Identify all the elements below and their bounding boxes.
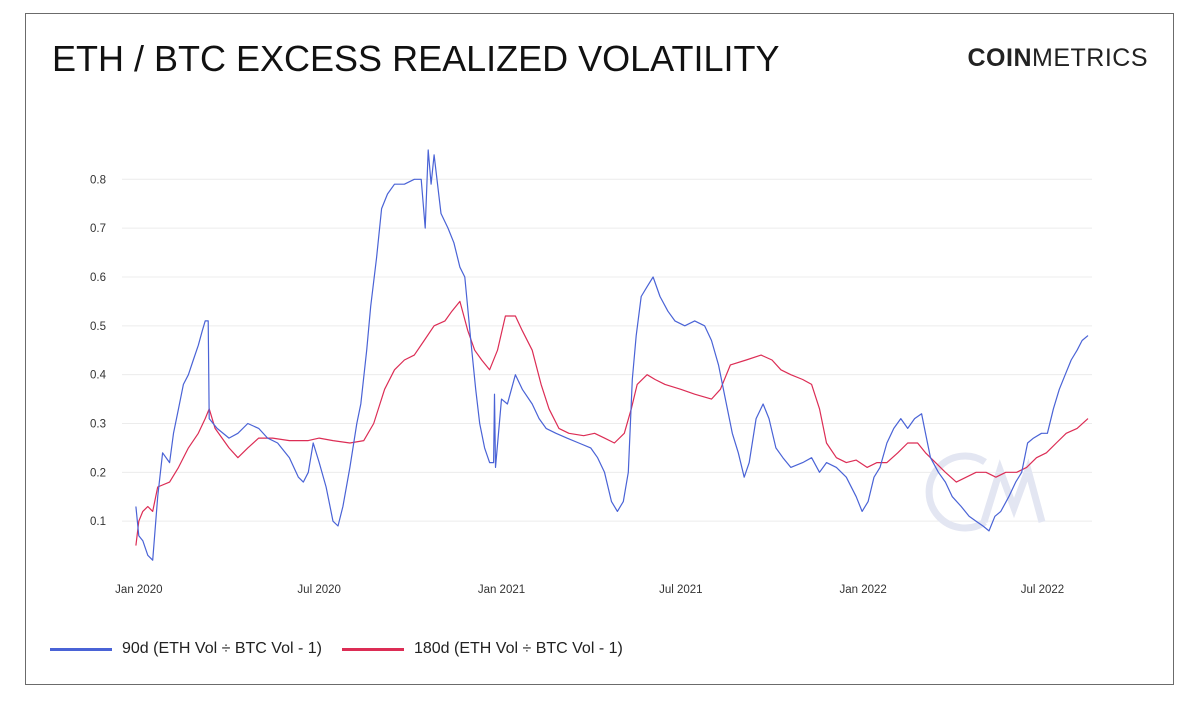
grid-lines — [122, 178, 1092, 522]
chart-title: ETH / BTC EXCESS REALIZED VOLATILITY — [52, 38, 780, 79]
y-tick-label: 0.2 — [90, 467, 106, 479]
series-line-180d[interactable] — [135, 300, 1089, 546]
x-tick-label: Jul 2022 — [1021, 584, 1064, 596]
legend-item-180d[interactable]: 180d (ETH Vol ÷ BTC Vol - 1) — [341, 640, 623, 658]
y-tick-label: 0.1 — [90, 516, 106, 528]
x-tick-label: Jan 2021 — [478, 584, 525, 596]
legend-label-180d: 180d (ETH Vol ÷ BTC Vol - 1) — [413, 640, 623, 657]
watermark-m-icon — [980, 458, 1046, 524]
legend-swatch-180d — [341, 647, 404, 651]
x-tick-label: Jul 2021 — [659, 584, 702, 596]
chart-frame — [25, 13, 1174, 685]
brand-logo: COINMETRICS — [968, 44, 1149, 73]
x-tick-label: Jan 2022 — [839, 584, 886, 596]
legend-swatch-90d — [50, 647, 112, 651]
series-line-90d[interactable] — [135, 149, 1089, 561]
x-axis: Jan 2020 Jul 2020 Jan 2021 Jul 2021 Jan 2022… — [115, 584, 1064, 596]
y-tick-label: 0.3 — [90, 418, 106, 430]
y-tick-label: 0.5 — [90, 321, 106, 333]
x-tick-label: Jul 2020 — [297, 584, 340, 596]
y-tick-label: 0.8 — [90, 174, 106, 186]
y-tick-label: 0.4 — [90, 370, 107, 382]
x-tick-label: Jan 2020 — [115, 584, 162, 596]
legend-item-90d[interactable]: 90d (ETH Vol ÷ BTC Vol - 1) — [50, 640, 322, 658]
watermark-c-icon — [925, 452, 987, 532]
brand-logo-bold: COIN — [967, 44, 1032, 72]
legend-label-90d: 90d (ETH Vol ÷ BTC Vol - 1) — [122, 640, 322, 657]
legend: 90d (ETH Vol ÷ BTC Vol - 1) 180d (ETH Vo… — [50, 640, 643, 658]
y-tick-label: 0.7 — [90, 223, 106, 235]
series-lines — [135, 149, 1089, 561]
brand-logo-light: METRICS — [1032, 44, 1148, 72]
y-tick-label: 0.6 — [90, 272, 106, 284]
y-axis: 0.1 0.2 0.3 0.4 0.5 0.6 0.7 0.8 — [90, 174, 107, 528]
watermark-logo — [925, 452, 1046, 532]
